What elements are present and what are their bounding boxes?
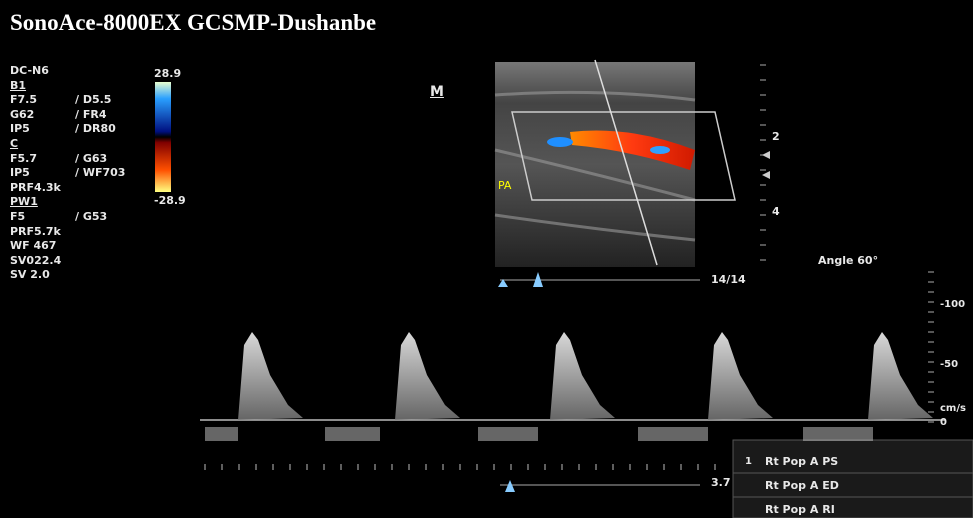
angle: Angle 60° [818,254,879,267]
waveform [238,332,303,420]
scale-label: 0 [940,417,947,428]
parameter: / G63 [75,151,108,165]
parameter: B1 [10,78,27,92]
reverse-flow [638,427,708,441]
measure-label: Rt Pop A RI [765,503,835,516]
scale-label: cm/s [940,403,966,414]
parameter: IP5 [10,166,30,180]
slider-handles [498,272,543,287]
slider-handle [505,480,515,492]
parameter: PRF5.7k [10,224,61,238]
colorbar-max: 28.9 [154,67,182,80]
color-flow [570,130,695,170]
waveform [868,332,933,420]
doppler-cursor [594,59,658,266]
measure-label: Rt Pop A ED [765,479,839,492]
parameter: / G53 [75,210,108,223]
parameter: F7.5 [10,93,38,107]
parameter: SV022.4 [10,253,62,267]
focus-marker [762,151,770,179]
measure-index: 1 [745,456,752,467]
parameter: PRF4.3k [10,180,61,194]
measure-label: Rt Pop A PS [765,455,839,468]
parameter: G62 [10,107,35,121]
parameter: / WF703 [75,166,126,180]
color-box [511,111,736,201]
parameter: / D5.5 [75,93,112,107]
sweep-speed: 3.7 [711,476,731,489]
parameter: / DR80 [75,122,116,136]
parameter: WF 467 [10,239,57,253]
scale-label: -50 [940,359,959,370]
scale-label: -100 [940,299,966,310]
colorbar-min: -28.9 [154,194,186,207]
parameter: / FR4 [75,107,107,121]
reverse-flow [205,427,238,441]
waveform [550,332,615,420]
measurement-box [732,439,973,518]
frame-count: 14/14 [711,273,746,286]
parameter: DC-N6 [10,64,49,77]
vessel-label: PA [498,179,512,192]
parameter: C [10,137,19,150]
depth-mark: 4 [772,205,780,218]
parameter: F5.7 [10,151,38,165]
reverse-flow [478,427,538,441]
reverse-flow [803,427,873,441]
waveform [708,332,773,420]
reverse-flow [325,427,380,441]
color-bar [155,82,171,192]
flow-blue [547,137,573,147]
parameter: PW1 [10,195,38,209]
flow-blue [650,146,670,154]
parameter: SV 2.0 [10,268,50,282]
depth-mark: 2 [772,130,780,143]
waveform [395,332,460,420]
mode-marker: M [430,84,444,100]
parameter: IP5 [10,122,30,136]
parameter: F5 [10,210,26,223]
title: SonoAce-8000EX GCSMP-Dushanbe [10,10,377,35]
tissue [494,90,696,242]
